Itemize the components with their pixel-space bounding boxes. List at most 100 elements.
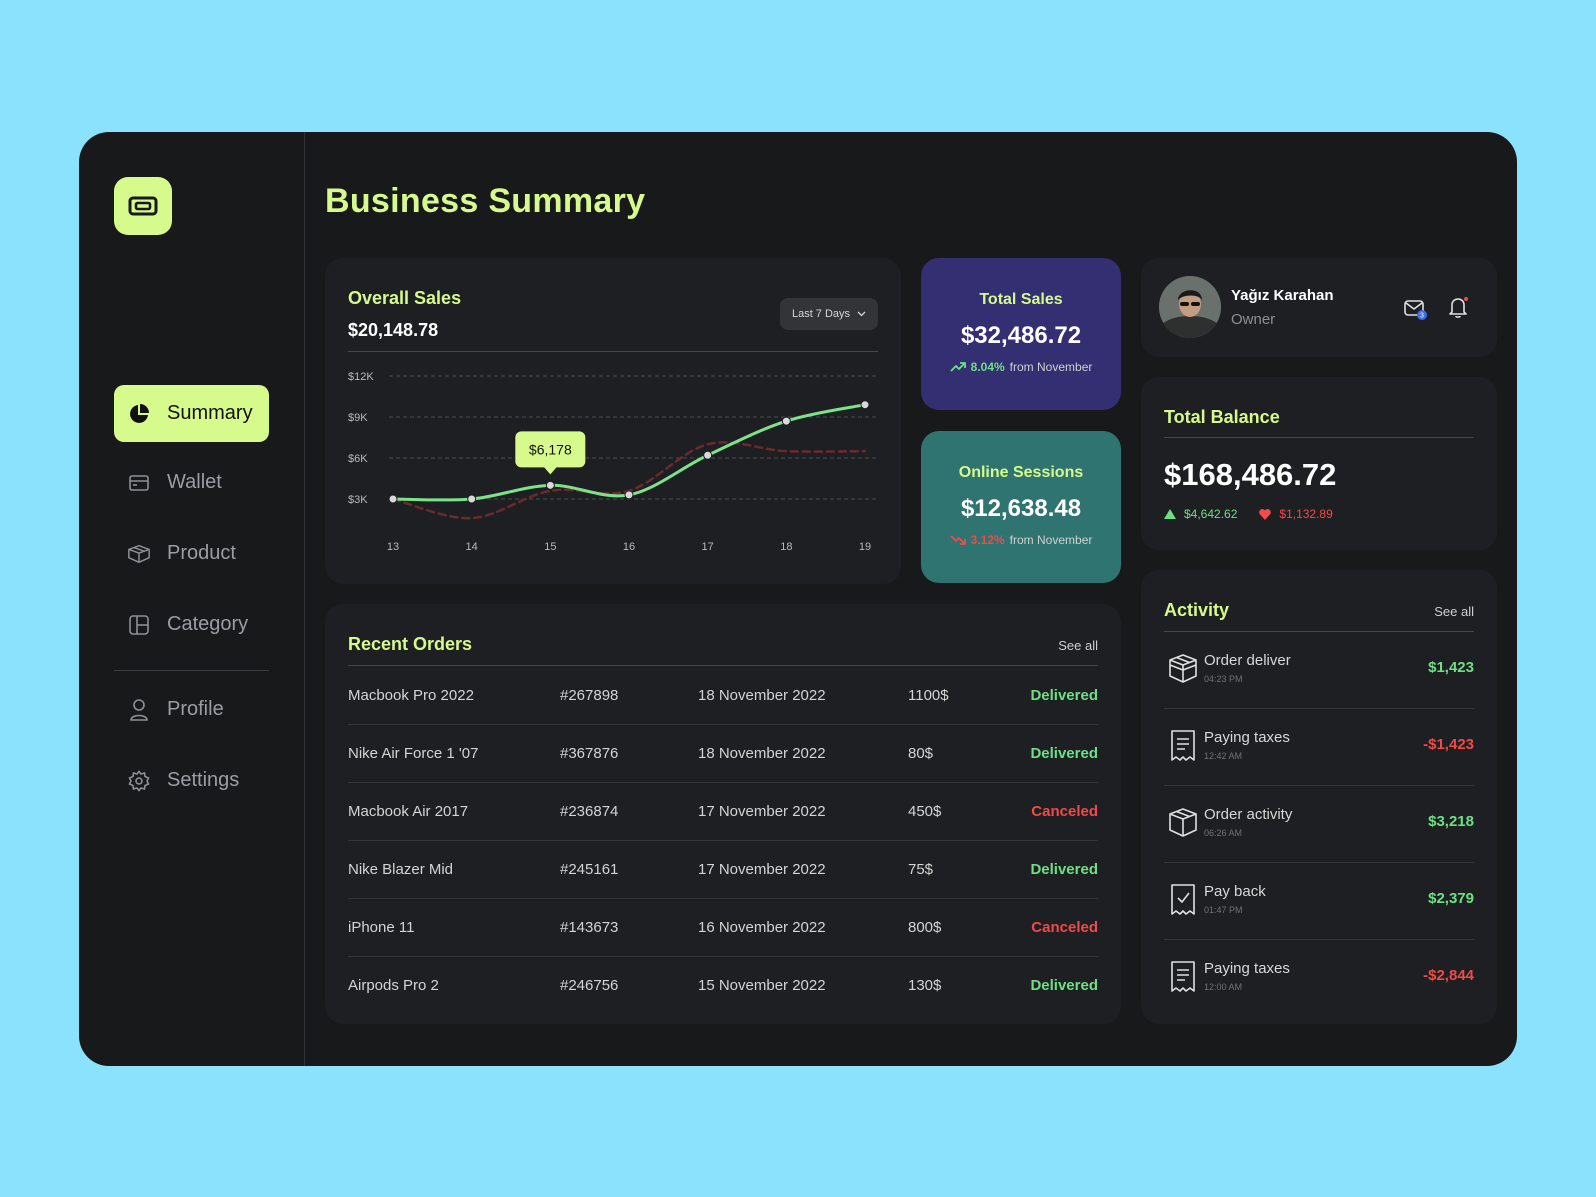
- order-price: 450$: [908, 802, 942, 820]
- activity-item-time: 12:00 AM: [1204, 982, 1243, 992]
- avatar[interactable]: [1159, 276, 1221, 338]
- recent-orders-see-all-link[interactable]: See all: [1058, 638, 1098, 653]
- tooltip-pointer: [543, 466, 558, 475]
- data-point: [703, 450, 713, 460]
- mail-button[interactable]: 3: [1403, 296, 1429, 322]
- activity-item-title: Paying taxes: [1204, 729, 1290, 746]
- y-tick-label: $9K: [348, 412, 368, 424]
- category-icon: [127, 613, 151, 637]
- logo-icon: [128, 196, 158, 216]
- order-name: Nike Air Force 1 '07: [348, 744, 479, 762]
- total-balance-title: Total Balance: [1164, 407, 1280, 427]
- online-sessions-change: 3.12% from November: [921, 533, 1121, 547]
- sales-divider: [348, 351, 878, 352]
- tooltip-box: [515, 431, 586, 468]
- mail-icon: 3: [1404, 300, 1427, 320]
- activity-item-amount: -$2,844: [1423, 967, 1474, 984]
- table-row[interactable]: Macbook Air 2017 #236874 17 November 2022 4…: [348, 782, 1098, 840]
- order-id: #236874: [560, 802, 619, 820]
- activity-item-title: Pay back: [1204, 883, 1266, 900]
- comparison-series-line: [391, 441, 867, 520]
- row-divider: [348, 724, 1098, 725]
- sidebar-item-label: Product: [167, 542, 236, 564]
- table-row[interactable]: iPhone 11 #143673 16 November 2022 800$ Canc…: [348, 898, 1098, 956]
- notifications-button[interactable]: [1445, 294, 1471, 320]
- total-balance-value: $168,486.72: [1164, 457, 1337, 492]
- triangle-up-icon: [1164, 509, 1176, 519]
- row-divider: [348, 840, 1098, 841]
- data-point: [624, 490, 634, 500]
- y-tick-label: $3K: [348, 494, 368, 506]
- activity-title: Activity: [1164, 600, 1230, 620]
- box-icon: [1169, 808, 1197, 837]
- sidebar-item-summary[interactable]: Summary: [114, 385, 269, 442]
- order-status: Delivered: [1030, 976, 1098, 994]
- order-name: Macbook Air 2017: [348, 802, 469, 820]
- sidebar-item-label: Summary: [167, 402, 253, 424]
- order-price: 130$: [908, 976, 942, 994]
- trend-down-icon: [950, 535, 966, 545]
- activity-item-amount: $3,218: [1428, 813, 1474, 830]
- order-name: Nike Blazer Mid: [348, 860, 454, 878]
- activity-item-time: 06:26 AM: [1204, 828, 1243, 838]
- overall-sales-card: Overall Sales $20,148.78 Last 7 Days $12…: [325, 258, 901, 584]
- sidebar-item-label: Profile: [167, 698, 224, 720]
- box-icon: [127, 542, 151, 566]
- activity-item[interactable]: Pay back 01:47 PM $2,379: [1164, 863, 1474, 939]
- order-date: 15 November 2022: [698, 976, 826, 994]
- sidebar-item-category[interactable]: Category: [114, 596, 269, 653]
- orders-divider: [348, 665, 1098, 666]
- date-range-dropdown[interactable]: Last 7 Days: [780, 298, 878, 330]
- order-date: 16 November 2022: [698, 918, 826, 936]
- activity-item-time: 01:47 PM: [1204, 905, 1243, 915]
- order-status: Delivered: [1030, 686, 1098, 704]
- activity-item-amount: -$1,423: [1423, 736, 1474, 753]
- order-status: Delivered: [1030, 860, 1098, 878]
- recent-orders-card: Recent Orders See all Macbook Pro 2022 #2…: [325, 604, 1121, 1024]
- app-logo[interactable]: [114, 177, 172, 235]
- balance-divider: [1164, 437, 1474, 438]
- activity-card: Activity See all Order deliver 04:23 PM $1…: [1141, 570, 1497, 1024]
- table-row[interactable]: Airpods Pro 2 #246756 15 November 2022 130$…: [348, 956, 1098, 1014]
- row-divider: [348, 898, 1098, 899]
- sidebar-item-wallet[interactable]: Wallet: [114, 454, 269, 511]
- x-tick-label: 14: [466, 541, 478, 553]
- activity-item-time: 12:42 AM: [1204, 751, 1243, 761]
- sidebar-item-settings[interactable]: Settings: [114, 752, 269, 809]
- activity-divider: [1164, 708, 1474, 709]
- bell-icon: [1449, 297, 1468, 318]
- overall-sales-amount: $20,148.78: [348, 320, 439, 340]
- mail-badge-count: 3: [1420, 313, 1424, 320]
- online-sessions-pct: 3.12%: [970, 533, 1005, 547]
- date-range-label: Last 7 Days: [791, 308, 851, 320]
- activity-divider: [1164, 785, 1474, 786]
- sidebar-item-product[interactable]: Product: [114, 525, 269, 582]
- data-point: [781, 416, 791, 426]
- activity-item[interactable]: Paying taxes 12:42 AM -$1,423: [1164, 709, 1474, 785]
- table-row[interactable]: Macbook Pro 2022 #267898 18 November 2022 1…: [348, 666, 1098, 724]
- data-point: [467, 494, 477, 504]
- total-sales-suffix: from November: [1009, 360, 1093, 374]
- order-price: 80$: [908, 744, 934, 762]
- chevron-down-icon: [857, 311, 866, 317]
- activity-item[interactable]: Order deliver 04:23 PM $1,423: [1164, 632, 1474, 708]
- activity-item[interactable]: Paying taxes 12:00 AM -$2,844: [1164, 940, 1474, 1016]
- table-row[interactable]: Nike Blazer Mid #245161 17 November 2022 75…: [348, 840, 1098, 898]
- dashboard-window: Summary Wallet Product Category Profi: [79, 132, 1517, 1066]
- table-row[interactable]: Nike Air Force 1 '07 #367876 18 November 2…: [348, 724, 1098, 782]
- activity-see-all-link[interactable]: See all: [1434, 604, 1474, 619]
- total-sales-label: Total Sales: [979, 291, 1063, 308]
- tooltip-value: $6,178: [529, 441, 572, 457]
- activity-item[interactable]: Order activity 06:26 AM $3,218: [1164, 786, 1474, 862]
- x-tick-label: 13: [387, 541, 399, 553]
- sidebar-item-profile[interactable]: Profile: [114, 681, 269, 738]
- gear-icon: [127, 769, 151, 793]
- total-sales-card: Total Sales $32,486.72 8.04% from Novemb…: [921, 258, 1121, 410]
- activity-item-title: Paying taxes: [1204, 960, 1290, 977]
- activity-item-amount: $1,423: [1428, 659, 1474, 676]
- online-sessions-suffix: from November: [1009, 533, 1093, 547]
- receipt-icon: [1171, 961, 1195, 992]
- y-tick-label: $6K: [348, 453, 368, 465]
- sidebar-item-label: Settings: [167, 769, 240, 791]
- order-name: Macbook Pro 2022: [348, 686, 474, 704]
